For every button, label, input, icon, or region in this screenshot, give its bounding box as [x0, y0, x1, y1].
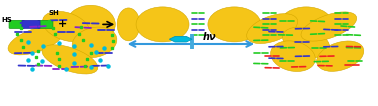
Text: hν: hν: [203, 32, 217, 42]
FancyBboxPatch shape: [22, 20, 40, 28]
Ellipse shape: [66, 5, 115, 43]
Text: HS: HS: [1, 17, 12, 23]
Ellipse shape: [271, 41, 315, 72]
Ellipse shape: [8, 26, 64, 55]
Text: SH: SH: [48, 10, 59, 16]
FancyBboxPatch shape: [9, 20, 24, 28]
Ellipse shape: [283, 27, 330, 58]
Ellipse shape: [317, 41, 364, 71]
Ellipse shape: [72, 27, 117, 58]
Ellipse shape: [208, 7, 261, 42]
Ellipse shape: [42, 45, 98, 74]
Ellipse shape: [247, 14, 297, 44]
Ellipse shape: [301, 12, 357, 41]
Ellipse shape: [136, 7, 189, 42]
Text: +: +: [58, 19, 67, 29]
FancyBboxPatch shape: [38, 20, 53, 28]
Ellipse shape: [117, 8, 140, 41]
Ellipse shape: [280, 7, 333, 42]
Ellipse shape: [43, 11, 90, 42]
